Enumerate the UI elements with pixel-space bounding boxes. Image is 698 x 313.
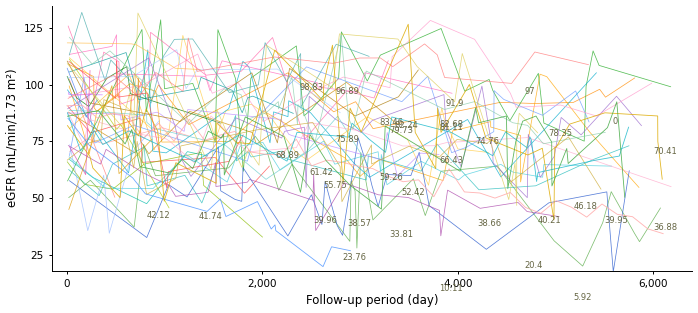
Text: 81.11: 81.11 — [439, 123, 463, 132]
Text: 33.81: 33.81 — [389, 230, 413, 239]
Text: 79.73: 79.73 — [389, 126, 413, 135]
Y-axis label: eGFR (mL/min/1.73 m²): eGFR (mL/min/1.73 m²) — [6, 69, 19, 208]
Text: 0: 0 — [612, 116, 618, 126]
Text: 97: 97 — [524, 87, 535, 96]
Text: 23.76: 23.76 — [343, 253, 366, 262]
Text: 66.43: 66.43 — [439, 156, 463, 165]
Text: 36.88: 36.88 — [653, 223, 678, 232]
Text: 68.89: 68.89 — [275, 151, 299, 160]
X-axis label: Follow-up period (day): Follow-up period (day) — [306, 295, 438, 307]
Text: 46.18: 46.18 — [573, 202, 597, 211]
Text: 70.41: 70.41 — [653, 147, 677, 156]
Text: 82.68: 82.68 — [439, 120, 463, 129]
Text: 38.66: 38.66 — [477, 219, 502, 228]
Text: 55.75: 55.75 — [323, 181, 347, 190]
Text: 10.11: 10.11 — [439, 284, 463, 293]
Text: 75.89: 75.89 — [336, 135, 359, 144]
Text: 98.83: 98.83 — [299, 83, 324, 92]
Text: 39.96: 39.96 — [313, 216, 337, 225]
Text: 5.92: 5.92 — [573, 293, 592, 302]
Text: 38.57: 38.57 — [348, 219, 371, 228]
Text: 82.24: 82.24 — [394, 121, 418, 130]
Text: 59.26: 59.26 — [380, 172, 403, 182]
Text: 96.89: 96.89 — [336, 87, 359, 96]
Text: 20.4: 20.4 — [524, 261, 543, 269]
Text: 40.21: 40.21 — [538, 216, 562, 225]
Text: 74.76: 74.76 — [475, 137, 500, 146]
Text: 41.74: 41.74 — [199, 212, 223, 221]
Text: 39.95: 39.95 — [604, 216, 628, 225]
Text: 91.9: 91.9 — [445, 99, 463, 108]
Text: 78.35: 78.35 — [548, 129, 572, 138]
Text: 61.42: 61.42 — [309, 168, 333, 177]
Text: 42.12: 42.12 — [147, 211, 171, 220]
Text: 83.46: 83.46 — [380, 118, 403, 127]
Text: 52.42: 52.42 — [401, 188, 425, 197]
